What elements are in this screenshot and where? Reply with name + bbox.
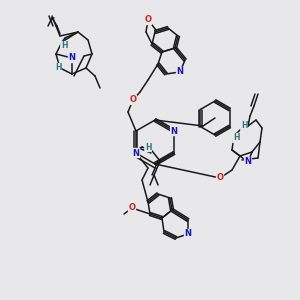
Text: N: N [176, 68, 184, 76]
Text: N: N [171, 127, 178, 136]
Text: N: N [132, 148, 140, 158]
Text: N: N [244, 158, 251, 166]
Text: O: O [130, 95, 136, 104]
Text: N: N [68, 53, 76, 62]
Text: H: H [55, 64, 61, 73]
Text: O: O [128, 203, 136, 212]
Text: H: H [61, 41, 67, 50]
Text: H: H [241, 122, 247, 130]
Text: O: O [217, 173, 224, 182]
Text: O: O [145, 16, 152, 25]
Text: H: H [145, 142, 151, 152]
Text: H: H [233, 134, 239, 142]
Text: N: N [184, 230, 191, 238]
